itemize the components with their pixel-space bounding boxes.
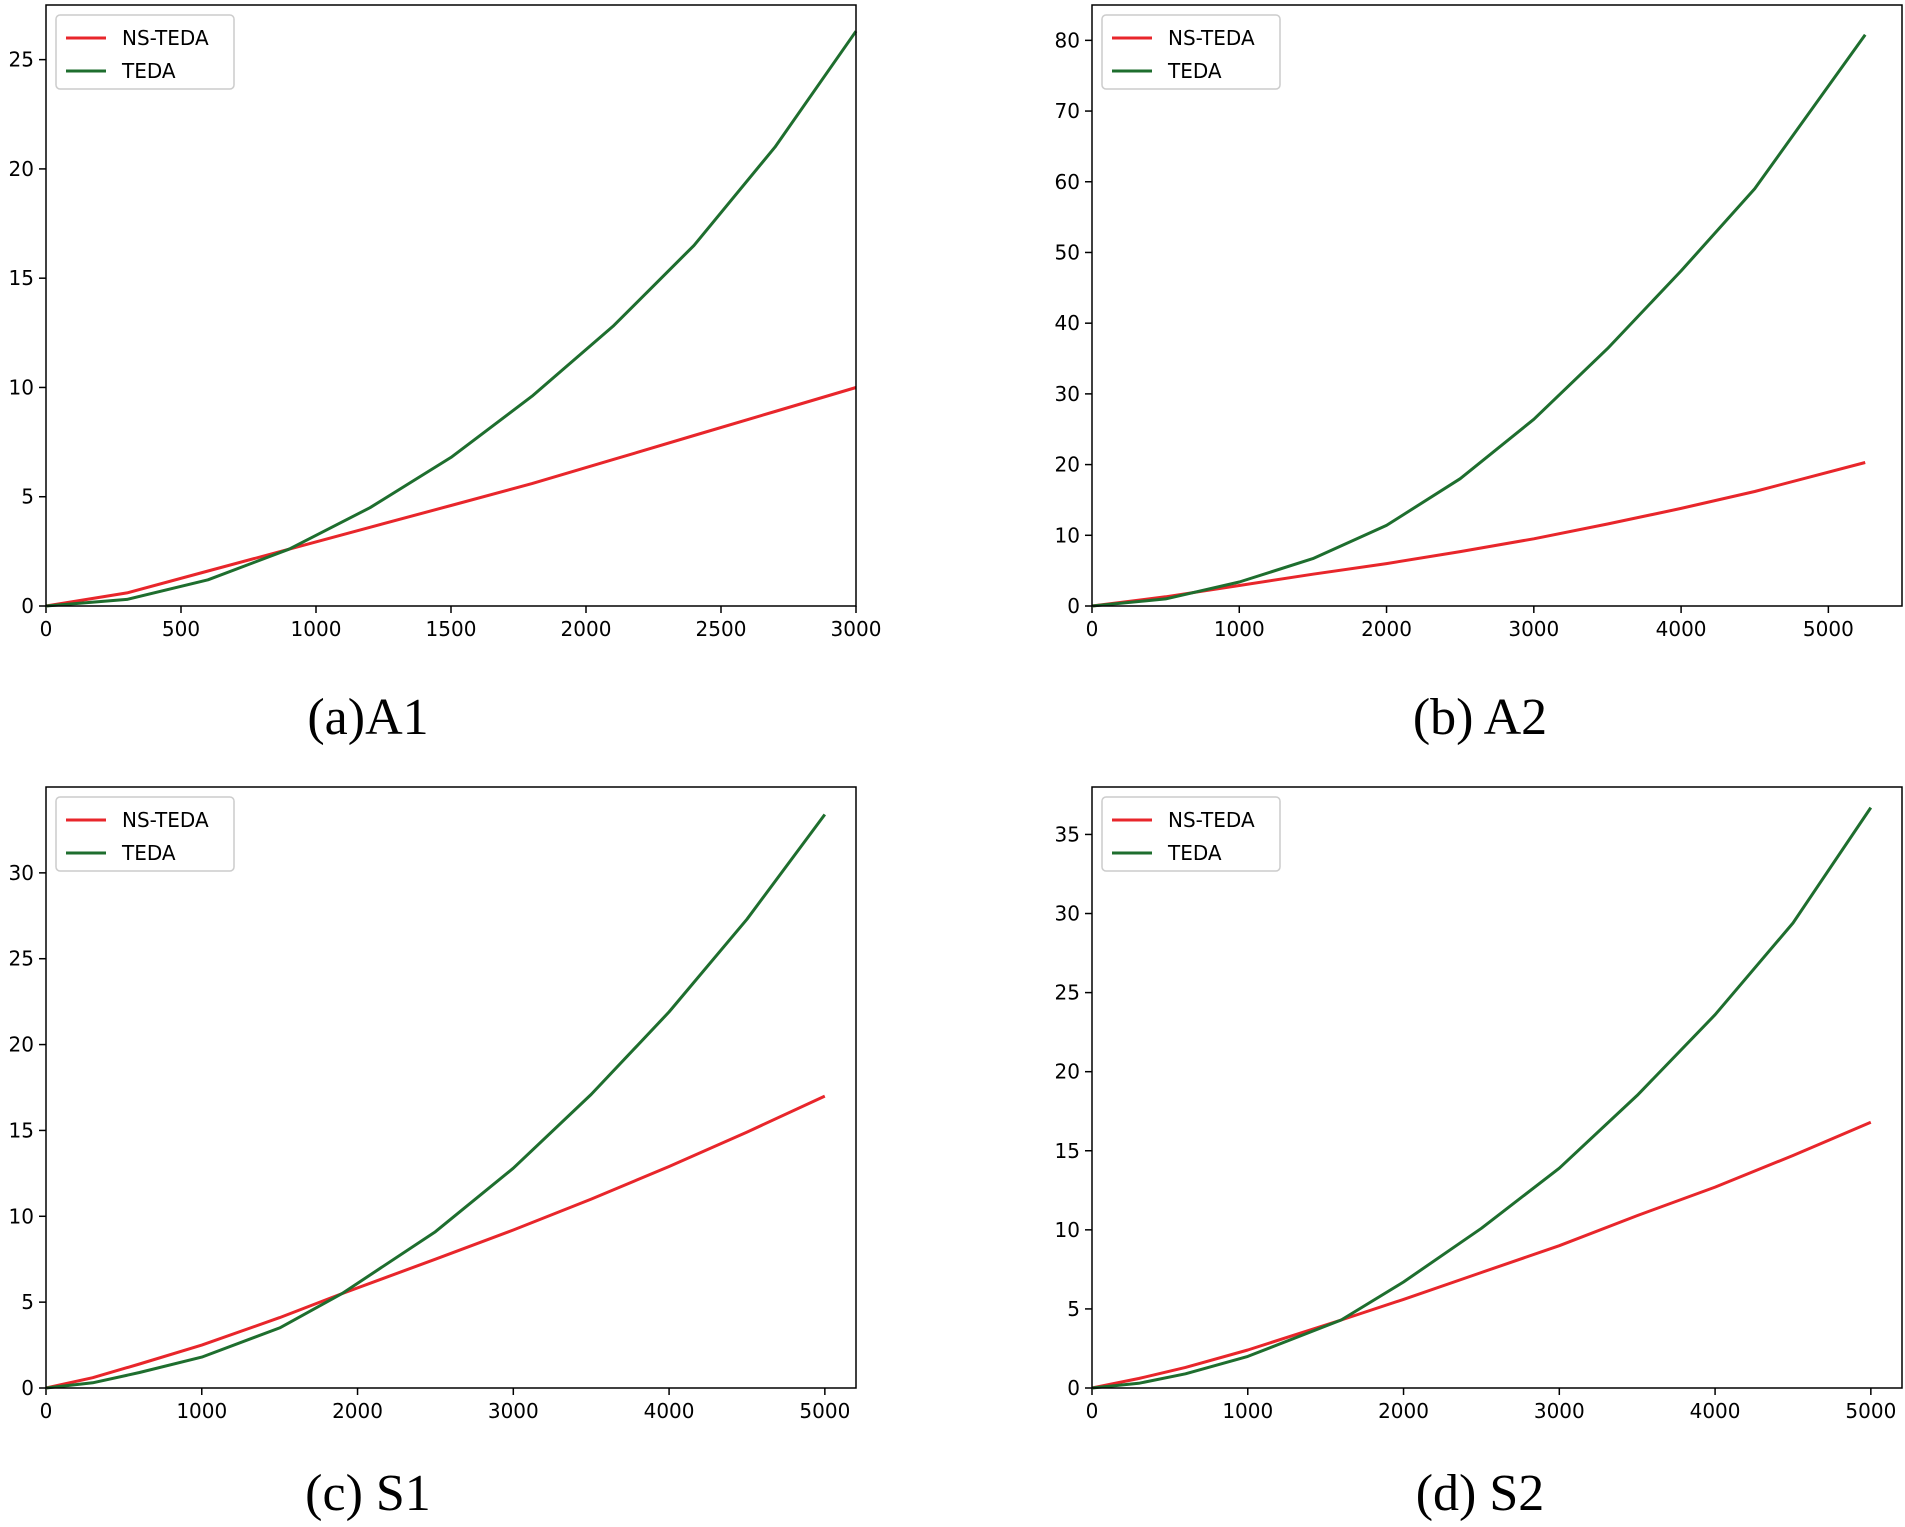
series-line-teda xyxy=(1091,33,1867,608)
series-line-teda xyxy=(1091,806,1873,1390)
y-tick-label: 0 xyxy=(1067,594,1080,618)
y-tick-label: 5 xyxy=(21,1290,34,1314)
x-tick-label: 1000 xyxy=(1214,617,1265,641)
y-tick-label: 0 xyxy=(1067,1376,1080,1400)
legend-label: TEDA xyxy=(121,841,176,865)
x-tick-label: 0 xyxy=(40,617,53,641)
y-tick-label: 0 xyxy=(21,594,34,618)
legend: NS-TEDA TEDA xyxy=(1101,796,1281,872)
x-tick-label: 4000 xyxy=(644,1399,695,1423)
x-tick-label: 0 xyxy=(40,1399,53,1423)
legend-label: NS-TEDA xyxy=(122,808,209,832)
series-line-teda xyxy=(45,813,827,1390)
legend-label: NS-TEDA xyxy=(1168,808,1255,832)
x-tick-label: 3000 xyxy=(1508,617,1559,641)
series-line-ns-teda xyxy=(1091,1120,1872,1390)
y-tick-label: 20 xyxy=(1055,1060,1080,1084)
y-tick-label: 80 xyxy=(1055,28,1080,52)
x-tick-label: 2000 xyxy=(332,1399,383,1423)
y-tick-label: 35 xyxy=(1055,822,1080,846)
x-tick-label: 2000 xyxy=(1361,617,1412,641)
y-tick-label: 25 xyxy=(9,947,34,971)
y-tick-label: 10 xyxy=(1055,523,1080,547)
y-tick-label: 5 xyxy=(1067,1297,1080,1321)
x-tick-label: 2000 xyxy=(561,617,612,641)
x-tick-label: 5000 xyxy=(1803,617,1854,641)
x-tick-label: 1000 xyxy=(176,1399,227,1423)
y-tick-label: 30 xyxy=(1055,382,1080,406)
y-tick-label: 20 xyxy=(1055,453,1080,477)
legend: NS-TEDA TEDA xyxy=(55,14,235,90)
x-tick-label: 1500 xyxy=(426,617,477,641)
x-tick-label: 5000 xyxy=(799,1399,850,1423)
y-tick-label: 10 xyxy=(9,375,34,399)
x-tick-label: 4000 xyxy=(1690,1399,1741,1423)
y-tick-label: 0 xyxy=(21,1376,34,1400)
chart-panel-a: 0 500 1000 1500 2000 2500 3000 0 5 10 15 20 25 NS-TED… xyxy=(0,0,950,700)
chart-b-svg: 0 1000 2000 3000 4000 5000 0 10 20 30 40 50 60 70 80 NS… xyxy=(1055,4,1903,641)
y-tick-label: 15 xyxy=(9,266,34,290)
legend-label: TEDA xyxy=(1167,841,1222,865)
series-line-ns-teda xyxy=(45,1094,826,1390)
y-tick-label: 50 xyxy=(1055,240,1080,264)
x-tick-label: 0 xyxy=(1086,1399,1099,1423)
plot-frame xyxy=(1091,786,1903,1389)
y-tick-label: 15 xyxy=(1055,1139,1080,1163)
y-tick-label: 60 xyxy=(1055,170,1080,194)
legend: NS-TEDA TEDA xyxy=(1101,14,1281,90)
x-tick-label: 4000 xyxy=(1656,617,1707,641)
chart-a-caption: (a)A1 xyxy=(307,689,429,746)
legend-label: TEDA xyxy=(1167,59,1222,83)
chart-panel-c: 0 1000 2000 3000 4000 5000 0 5 10 15 20 25 30 NS-TEDA… xyxy=(0,782,950,1482)
y-tick-label: 10 xyxy=(1055,1218,1080,1242)
y-tick-label: 20 xyxy=(9,157,34,181)
y-tick-label: 25 xyxy=(9,48,34,72)
y-tick-label: 5 xyxy=(21,485,34,509)
x-tick-label: 3000 xyxy=(831,617,882,641)
chart-d-svg: 0 1000 2000 3000 4000 5000 0 5 10 15 20 25 30 35 NS-TE… xyxy=(1055,786,1903,1423)
series-line-teda xyxy=(45,30,858,608)
x-tick-label: 5000 xyxy=(1845,1399,1896,1423)
chart-a-svg: 0 500 1000 1500 2000 2500 3000 0 5 10 15 20 25 NS-TED… xyxy=(9,4,882,641)
series-line-ns-teda xyxy=(45,386,857,608)
plot-frame xyxy=(45,4,857,607)
legend-label: NS-TEDA xyxy=(1168,26,1255,50)
chart-c-caption: (c) S1 xyxy=(305,1465,431,1522)
y-tick-label: 20 xyxy=(9,1033,34,1057)
chart-panel-d: 0 1000 2000 3000 4000 5000 0 5 10 15 20 25 30 35 NS-TE… xyxy=(1045,782,1905,1482)
chart-b-caption: (b) A2 xyxy=(1412,689,1548,746)
y-tick-label: 10 xyxy=(9,1204,34,1228)
y-tick-label: 70 xyxy=(1055,99,1080,123)
legend-label: TEDA xyxy=(121,59,176,83)
y-tick-label: 15 xyxy=(9,1118,34,1142)
y-tick-label: 30 xyxy=(1055,902,1080,926)
y-tick-label: 30 xyxy=(9,861,34,885)
x-tick-label: 3000 xyxy=(1534,1399,1585,1423)
x-tick-label: 2500 xyxy=(696,617,747,641)
x-tick-label: 1000 xyxy=(291,617,342,641)
plot-frame xyxy=(45,786,857,1389)
x-tick-label: 0 xyxy=(1086,617,1099,641)
x-tick-label: 3000 xyxy=(488,1399,539,1423)
chart-c-svg: 0 1000 2000 3000 4000 5000 0 5 10 15 20 25 30 NS-TEDA… xyxy=(9,786,857,1423)
legend: NS-TEDA TEDA xyxy=(55,796,235,872)
chart-d-caption: (d) S2 xyxy=(1415,1465,1545,1522)
x-tick-label: 1000 xyxy=(1222,1399,1273,1423)
y-tick-label: 40 xyxy=(1055,311,1080,335)
legend-label: NS-TEDA xyxy=(122,26,209,50)
x-tick-label: 2000 xyxy=(1378,1399,1429,1423)
plot-frame xyxy=(1091,4,1903,607)
x-tick-label: 500 xyxy=(162,617,200,641)
chart-panel-b: 0 1000 2000 3000 4000 5000 0 10 20 30 40 50 60 70 80 NS… xyxy=(1045,0,1905,700)
y-tick-label: 25 xyxy=(1055,981,1080,1005)
series-line-ns-teda xyxy=(1091,461,1866,608)
